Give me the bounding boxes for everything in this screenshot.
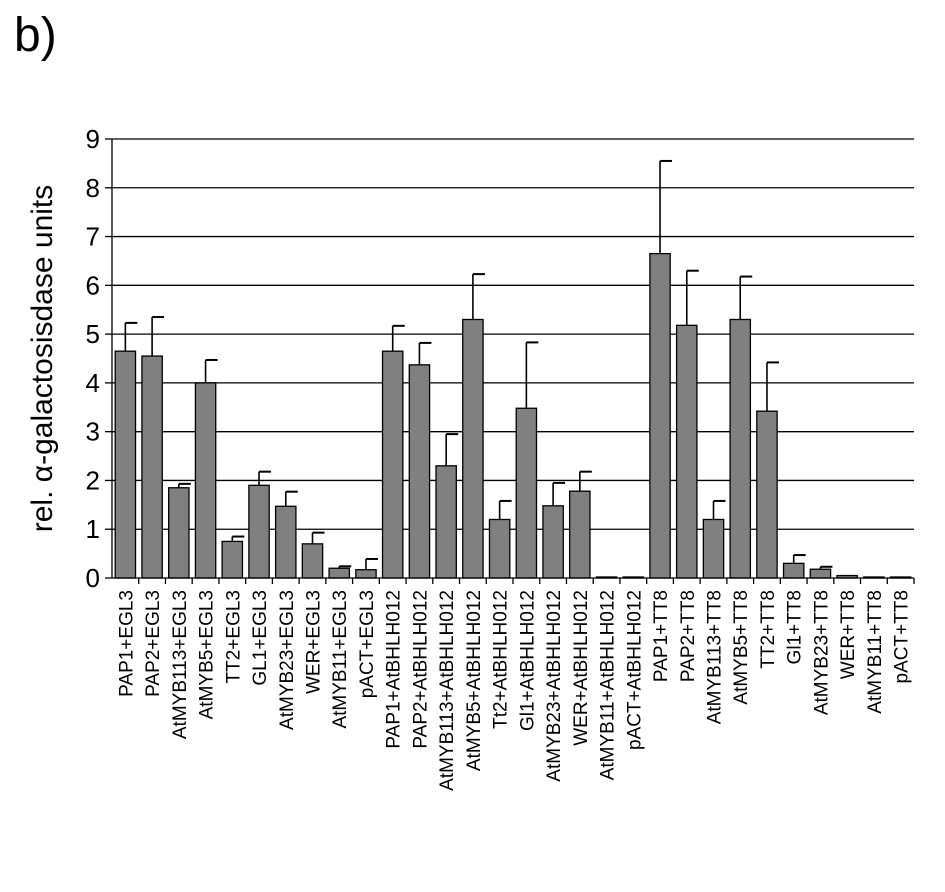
bar <box>141 355 163 579</box>
y-tick-label: 4 <box>86 368 100 398</box>
bars-layer <box>114 159 912 579</box>
x-tick-label: PAP1+TT8 <box>651 590 672 682</box>
bar <box>408 364 431 579</box>
y-tick-label: 7 <box>86 222 100 252</box>
bar <box>221 540 244 579</box>
y-tick-label: 5 <box>86 319 100 349</box>
grid-layer <box>112 138 914 530</box>
x-tick-label: AtMYB5+TT8 <box>731 590 752 705</box>
x-tick-label: AtMYB113+EGL3 <box>170 590 191 739</box>
x-tick-label: AtMYB11+EGL3 <box>330 590 351 729</box>
bar <box>381 350 404 579</box>
x-tick-label: AtMYB23+TT8 <box>811 590 832 715</box>
x-tick-label: PAP2+TT8 <box>678 590 699 682</box>
bar <box>274 505 297 579</box>
bar <box>756 410 778 579</box>
x-tick-label: TT2+EGL3 <box>223 590 244 683</box>
y-tick-label: 3 <box>86 417 100 447</box>
x-tick-label: PAP1+AtBHLH012 <box>384 590 405 749</box>
x-tick-label: AtMYB11+TT8 <box>865 590 886 714</box>
labels-layer: 0 1 2 3 4 5 6 7 8 9 PAP1+EGL3 PAP2+EGL3 AtMYB113+EGL… <box>86 124 913 791</box>
bar <box>194 382 217 579</box>
x-tick-label: WER+AtBHLH012 <box>571 590 592 746</box>
x-tick-label: GL1+EGL3 <box>250 590 271 686</box>
bar <box>301 543 324 579</box>
x-tick-label: AtMYB11+AtBHLH012 <box>598 590 619 780</box>
bar <box>649 252 671 579</box>
x-tick-label: pACT+AtBHLH012 <box>624 590 645 750</box>
bar <box>542 505 564 579</box>
x-tick-label: AtMYB23+AtBHLH012 <box>544 590 565 782</box>
y-tick-label: 1 <box>86 514 100 544</box>
bar <box>782 562 805 579</box>
x-tick-label: AtMYB5+AtBHLH012 <box>464 590 485 771</box>
bar <box>462 318 484 579</box>
bar <box>355 569 377 579</box>
x-tick-label: pACT+EGL3 <box>357 590 378 698</box>
y-tick-label: 6 <box>86 270 100 300</box>
y-tick-label: 2 <box>86 465 100 495</box>
x-tick-label: AtMYB113+AtBHLH012 <box>437 590 458 791</box>
x-tick-label: Gl1+TT8 <box>785 590 806 664</box>
bar <box>675 324 698 579</box>
bar <box>114 350 137 579</box>
y-tick-label: 9 <box>86 124 100 154</box>
bar <box>328 567 351 579</box>
bar <box>702 518 725 579</box>
y-tick-label: 8 <box>86 173 100 203</box>
axes-layer <box>105 138 915 584</box>
x-tick-label: AtMYB5+EGL3 <box>197 590 218 719</box>
x-tick-label: AtMYB113+TT8 <box>705 590 726 724</box>
bar <box>809 568 832 579</box>
y-tick-label: 0 <box>86 563 100 593</box>
bar <box>168 487 190 579</box>
bar <box>569 490 591 579</box>
x-tick-label: Gl1+AtBHLH012 <box>517 590 538 731</box>
x-tick-label: AtMYB23+EGL3 <box>277 590 298 730</box>
panel-label: b) <box>14 9 57 62</box>
x-tick-label: WER+EGL3 <box>304 590 325 694</box>
x-tick-label: PAP2+EGL3 <box>143 590 164 697</box>
x-tick-label: PAP1+EGL3 <box>116 590 137 697</box>
x-tick-label: Tt2+AtBHLH012 <box>491 590 512 729</box>
x-tick-label: TT2+TT8 <box>758 590 779 669</box>
x-tick-label: pACT+TT8 <box>892 590 913 683</box>
bar <box>515 407 538 579</box>
bar <box>488 518 511 579</box>
x-tick-label: PAP2+AtBHLH012 <box>410 590 431 749</box>
bar <box>435 465 457 579</box>
bar <box>729 318 752 579</box>
x-tick-label: WER+TT8 <box>838 590 859 679</box>
bar <box>248 484 270 579</box>
y-axis-title: rel. α-galactosisdase units <box>26 185 59 533</box>
